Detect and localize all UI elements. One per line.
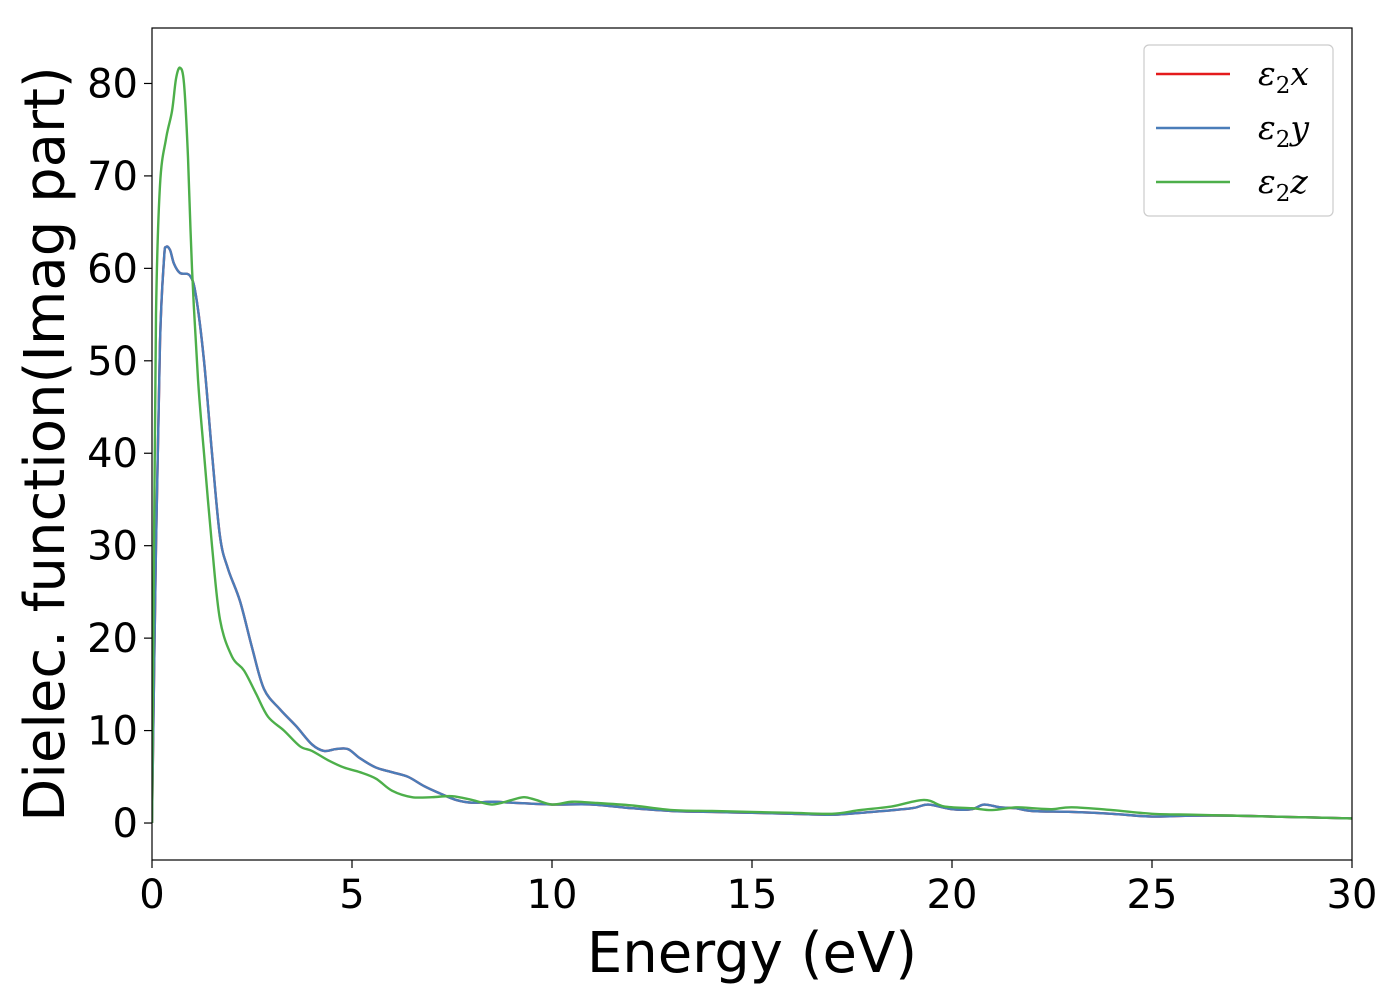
- x-tick-label: 0: [139, 872, 164, 918]
- y-tick-label: 0: [113, 801, 138, 847]
- series-layer: [152, 66, 1352, 824]
- y-axis-ticks: 0 10 20 30 40 50 60 70 80: [87, 61, 152, 847]
- x-axis-label: Energy (eV): [587, 921, 917, 986]
- legend-label-x: ε2x: [1258, 54, 1309, 99]
- x-tick-label: 30: [1327, 872, 1378, 918]
- series-line-y: [152, 245, 1352, 824]
- legend-label-z: ε2z: [1258, 162, 1308, 207]
- y-tick-label: 50: [87, 339, 138, 385]
- y-tick-label: 20: [87, 616, 138, 662]
- y-tick-label: 80: [87, 61, 138, 107]
- x-tick-label: 5: [339, 872, 364, 918]
- legend-label-y: ε2y: [1258, 108, 1309, 153]
- y-axis-label: Dielec. function(Imag part): [13, 66, 78, 822]
- y-tick-label: 60: [87, 246, 138, 292]
- y-tick-label: 30: [87, 524, 138, 570]
- x-tick-label: 10: [527, 872, 578, 918]
- x-tick-label: 20: [927, 872, 978, 918]
- y-tick-label: 40: [87, 431, 138, 477]
- x-tick-label: 15: [727, 872, 778, 918]
- x-tick-label: 25: [1127, 872, 1178, 918]
- x-axis-ticks: 0 5 10 15 20 25 30: [139, 860, 1377, 918]
- series-line-z: [152, 66, 1352, 824]
- legend-frame: [1143, 44, 1334, 217]
- legend: ε2x ε2y ε2z: [1143, 44, 1334, 217]
- y-tick-label: 10: [87, 709, 138, 755]
- y-tick-label: 70: [87, 154, 138, 200]
